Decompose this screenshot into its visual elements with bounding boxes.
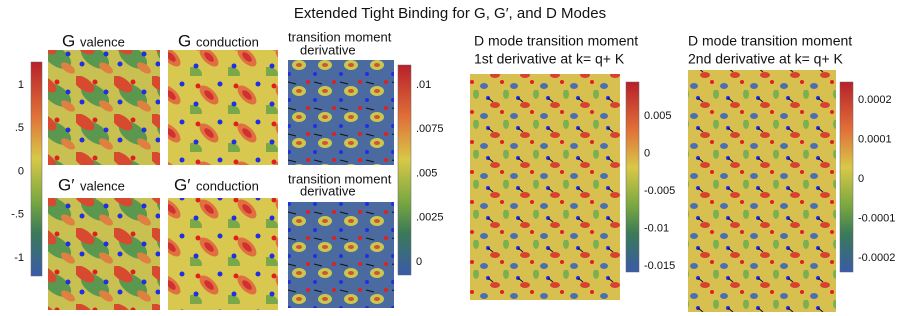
colorbar bbox=[625, 81, 640, 273]
heatmap bbox=[48, 198, 160, 310]
panel-symbol: G′ bbox=[58, 175, 74, 194]
panel-label: derivative bbox=[300, 42, 356, 57]
colorbar-tick-label: -0.01 bbox=[644, 222, 669, 234]
panel-label: 2nd derivative at k= q+ K bbox=[688, 51, 844, 67]
colorbar-tick-label: 0 bbox=[858, 173, 864, 185]
colorbar-tick-label: .0025 bbox=[416, 212, 444, 224]
colorbar-tick-label: 0.0002 bbox=[858, 94, 892, 106]
colorbar-tick-label: 0 bbox=[416, 256, 422, 268]
colorbar-tick-label: 0.0001 bbox=[858, 133, 892, 145]
figure-title: Extended Tight Binding for G, G′, and D … bbox=[294, 5, 606, 22]
panel-symbol: G′ bbox=[174, 175, 190, 194]
colorbar-tick-label: 0.005 bbox=[644, 110, 672, 122]
colorbar-tick-label: .005 bbox=[416, 167, 437, 179]
colorbar bbox=[30, 61, 43, 277]
heatmap bbox=[168, 198, 278, 310]
panel-label: D mode transition moment bbox=[688, 33, 852, 49]
panel-label: valence bbox=[80, 178, 125, 193]
panel-label: conduction bbox=[196, 34, 259, 49]
colorbar-tick-label: -1 bbox=[14, 252, 24, 264]
panel-label: D mode transition moment bbox=[474, 33, 638, 49]
colorbar-tick-label: -0.0002 bbox=[858, 252, 895, 264]
colorbar-tick-label: 1 bbox=[18, 79, 24, 91]
panel-symbol: G bbox=[178, 31, 191, 50]
colorbar bbox=[397, 64, 412, 276]
colorbar-tick-label: 0 bbox=[18, 165, 24, 177]
panel-label: conduction bbox=[196, 178, 259, 193]
panel-label: transition moment bbox=[288, 171, 392, 186]
panel-label: valence bbox=[80, 34, 125, 49]
heatmap bbox=[288, 202, 394, 308]
heatmap bbox=[168, 50, 278, 165]
colorbar-tick-label: .01 bbox=[416, 79, 431, 91]
panel-label: 1st derivative at k= q+ K bbox=[474, 51, 625, 67]
heatmap bbox=[48, 50, 160, 165]
colorbar-tick-label: -0.015 bbox=[644, 260, 675, 272]
colorbar-tick-label: -0.005 bbox=[644, 185, 675, 197]
panel-symbol: G bbox=[62, 31, 75, 50]
colorbar-tick-label: -.5 bbox=[11, 209, 24, 221]
heatmap bbox=[688, 70, 836, 312]
heatmap bbox=[288, 60, 394, 165]
heatmap bbox=[470, 74, 620, 300]
panel-label: derivative bbox=[300, 183, 356, 198]
colorbar-tick-label: .5 bbox=[15, 122, 24, 134]
colorbar bbox=[839, 81, 854, 273]
colorbar-tick-label: -0.0001 bbox=[858, 212, 895, 224]
panel-label: transition moment bbox=[288, 29, 392, 44]
colorbar-tick-label: 0 bbox=[644, 147, 650, 159]
colorbar-tick-label: .0075 bbox=[416, 123, 444, 135]
